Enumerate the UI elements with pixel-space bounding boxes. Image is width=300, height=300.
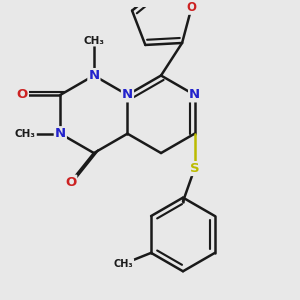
Text: S: S xyxy=(190,162,200,175)
Text: N: N xyxy=(55,127,66,140)
Text: N: N xyxy=(189,88,200,101)
Text: O: O xyxy=(187,1,196,14)
Text: CH₃: CH₃ xyxy=(114,259,133,269)
Text: N: N xyxy=(122,88,133,101)
Text: CH₃: CH₃ xyxy=(83,36,104,46)
Text: CH₃: CH₃ xyxy=(15,129,36,139)
Text: N: N xyxy=(88,69,100,82)
Text: O: O xyxy=(17,88,28,101)
Text: O: O xyxy=(65,176,76,189)
